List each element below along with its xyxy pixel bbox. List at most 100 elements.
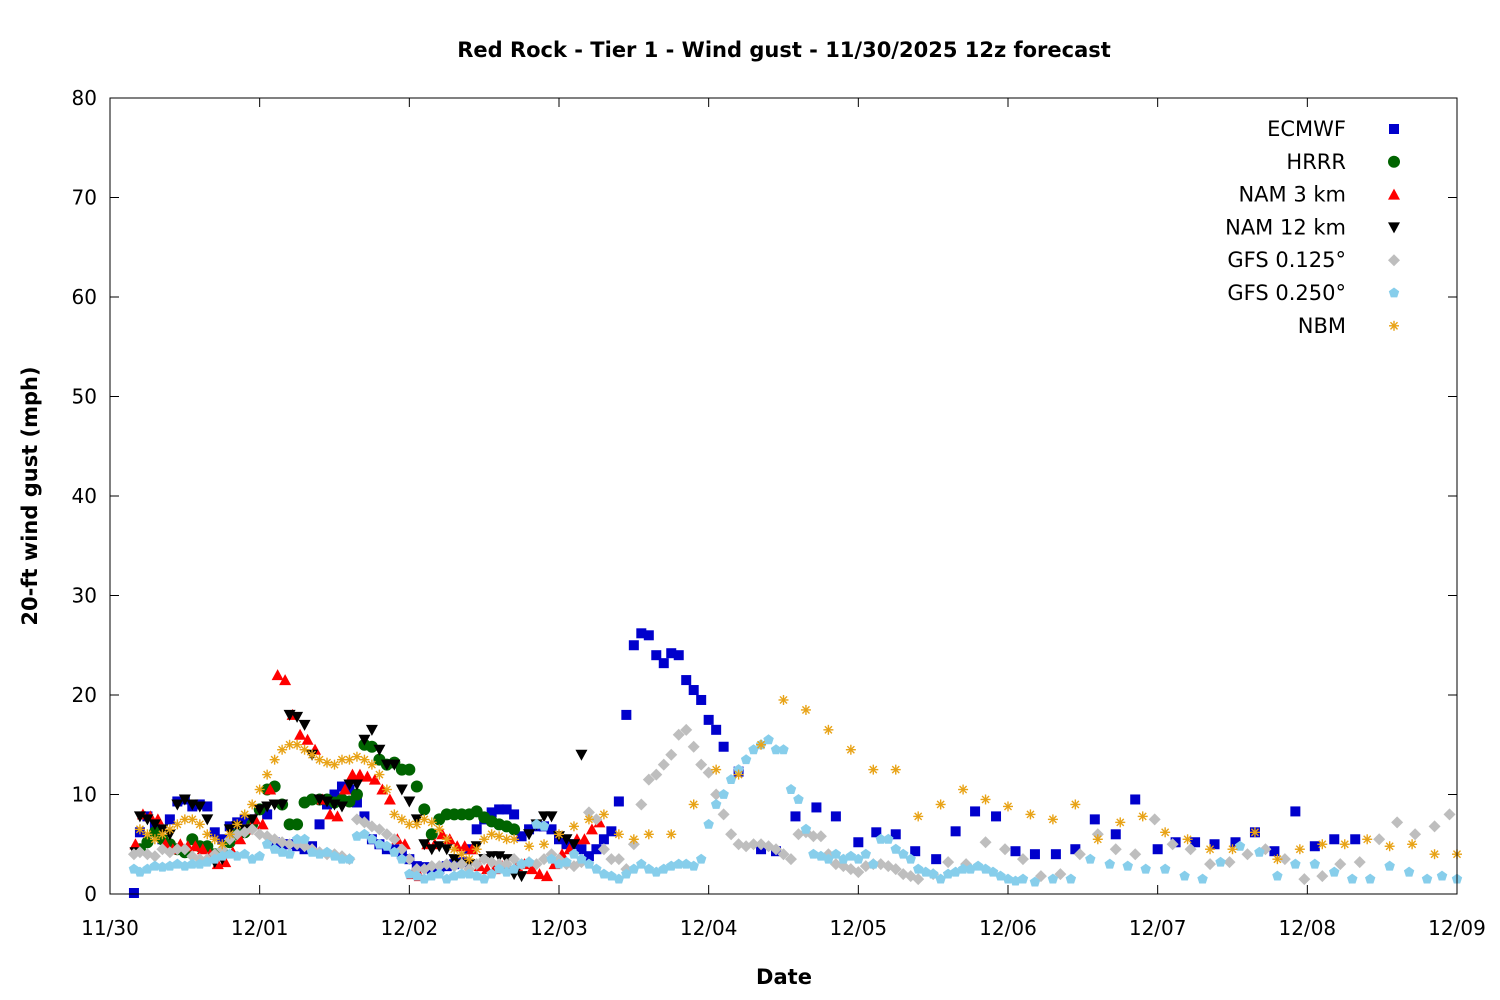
data-point <box>1204 858 1217 871</box>
legend-item: NAM 3 km <box>1238 183 1400 207</box>
data-point <box>591 844 602 855</box>
data-point <box>890 829 901 840</box>
data-point <box>598 868 610 879</box>
data-point <box>860 848 871 859</box>
data-point <box>1085 853 1096 864</box>
data-point <box>471 824 482 835</box>
data-point <box>687 740 700 753</box>
data-point <box>217 839 228 850</box>
data-point <box>800 704 811 715</box>
data-point <box>868 764 879 775</box>
data-point <box>271 669 284 681</box>
data-point <box>531 818 542 829</box>
data-point <box>254 850 265 861</box>
data-point <box>1110 829 1121 840</box>
data-point <box>338 783 351 795</box>
data-point <box>1182 834 1193 845</box>
data-point <box>458 840 471 852</box>
data-point <box>1347 873 1358 884</box>
data-point <box>283 838 296 851</box>
data-point <box>770 744 782 755</box>
data-point <box>329 759 340 770</box>
series-nbm <box>134 694 1462 865</box>
data-point <box>284 848 295 859</box>
data-point <box>1129 848 1142 861</box>
data-point <box>1234 840 1246 851</box>
data-point <box>478 873 490 884</box>
data-point <box>950 826 961 837</box>
data-point <box>838 853 849 864</box>
data-point <box>665 748 678 761</box>
data-point <box>673 650 684 661</box>
data-point <box>441 834 452 845</box>
data-point <box>777 848 790 861</box>
data-point <box>666 829 677 840</box>
data-point <box>256 818 269 830</box>
legend-label: NAM 12 km <box>1225 215 1346 239</box>
data-point <box>374 838 385 849</box>
data-point <box>403 763 416 776</box>
data-point <box>585 823 598 835</box>
data-point <box>486 868 497 879</box>
data-point <box>621 868 632 879</box>
y-tick-label: 50 <box>72 385 97 409</box>
data-point <box>1016 853 1029 866</box>
y-tick-label: 70 <box>72 186 97 210</box>
data-point <box>680 723 693 736</box>
data-point <box>613 829 624 840</box>
data-point <box>261 801 274 813</box>
data-point <box>814 830 827 843</box>
data-point <box>279 674 292 686</box>
data-point <box>1003 801 1013 812</box>
data-point <box>335 801 348 813</box>
data-point <box>262 769 273 780</box>
data-point <box>389 809 400 820</box>
data-point <box>1384 841 1395 852</box>
data-point <box>324 808 337 820</box>
data-point <box>479 834 490 845</box>
legend-item: HRRR <box>1286 150 1400 174</box>
data-point <box>425 860 438 873</box>
data-point <box>359 828 370 839</box>
data-point <box>942 856 955 869</box>
data-point <box>541 870 554 882</box>
data-point <box>232 819 243 830</box>
data-point <box>1350 834 1361 845</box>
data-point <box>718 789 729 799</box>
data-point <box>613 873 625 884</box>
data-point <box>1047 814 1058 825</box>
data-point <box>733 769 744 780</box>
data-point <box>418 803 431 816</box>
data-point <box>294 728 307 740</box>
data-point <box>134 824 145 835</box>
data-point <box>133 811 146 823</box>
data-point <box>597 843 610 856</box>
data-point <box>1209 839 1220 850</box>
data-point <box>980 794 991 805</box>
data-point <box>628 863 640 874</box>
data-point <box>748 744 759 755</box>
data-point <box>234 833 247 845</box>
data-point <box>1073 848 1086 861</box>
data-point <box>172 819 183 830</box>
y-tick-label: 10 <box>72 783 97 807</box>
data-point <box>1309 858 1320 869</box>
data-point <box>403 853 416 866</box>
legend-marker-icon <box>1389 320 1399 331</box>
data-point <box>533 868 546 880</box>
data-point <box>927 868 939 879</box>
data-point <box>149 834 160 845</box>
data-point <box>621 709 632 720</box>
data-point <box>1339 839 1350 850</box>
data-point <box>464 854 475 865</box>
data-point <box>950 866 961 877</box>
data-point <box>456 849 467 860</box>
data-point <box>710 788 723 801</box>
data-point <box>568 821 579 832</box>
x-tick-label: 12/07 <box>1129 916 1187 940</box>
data-point <box>1197 873 1208 884</box>
data-point <box>368 773 381 785</box>
data-point <box>1137 811 1148 822</box>
data-point <box>373 823 386 836</box>
data-point <box>545 811 558 823</box>
